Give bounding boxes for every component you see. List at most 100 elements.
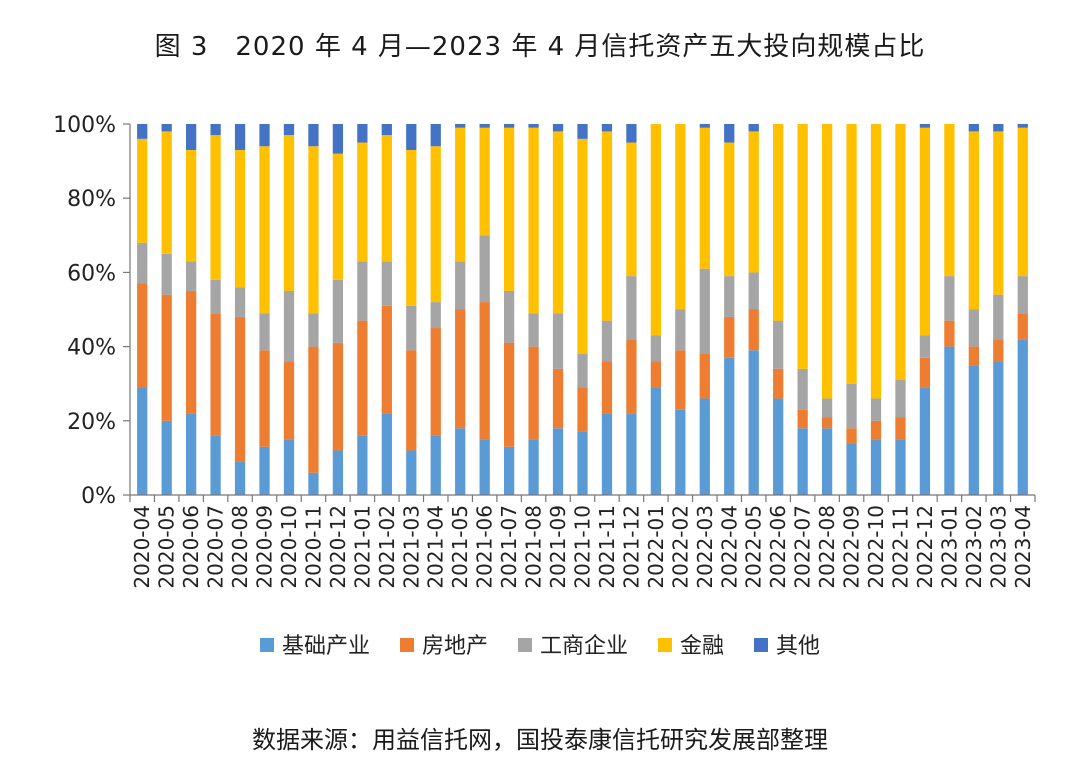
- x-tick-label: 2020-07: [204, 505, 228, 589]
- bar-segment-2021-02-s0: [381, 413, 392, 495]
- bar-segment-2020-08-s2: [234, 287, 246, 317]
- bar-segment-2020-06-s3: [186, 149, 197, 262]
- bar-segment-2020-11-s2: [308, 313, 319, 347]
- bar-segment-2021-11-s2: [601, 320, 613, 362]
- bar-segment-2022-08-s0: [821, 428, 833, 495]
- bar-segment-2020-06-s4: [186, 124, 197, 150]
- bar-segment-2021-02-s3: [381, 135, 392, 262]
- x-tick-label: 2022-09: [840, 505, 864, 589]
- x-tick-label: 2020-11: [301, 505, 325, 589]
- bar-segment-2021-06-s3: [479, 127, 490, 236]
- bar-segment-2022-11-s3: [895, 124, 906, 380]
- x-tick-label: 2021-09: [546, 505, 570, 589]
- bar-segment-2021-10-s3: [577, 138, 588, 355]
- bar-segment-2022-05-s0: [748, 350, 759, 495]
- bar-segment-2020-10-s2: [283, 290, 295, 362]
- bar-segment-2020-08-s3: [234, 149, 246, 288]
- bar-segment-2021-03-s3: [406, 149, 417, 306]
- legend-swatch-1: [400, 638, 414, 652]
- bar-segment-2022-12-s3: [919, 127, 931, 336]
- bar-segment-2022-03-s4: [699, 124, 710, 128]
- bar-segment-2021-05-s1: [455, 309, 466, 429]
- bar-segment-2022-11-s0: [895, 439, 906, 495]
- bar-segment-2022-11-s1: [895, 417, 906, 440]
- bar-segment-2020-04-s2: [137, 242, 148, 284]
- bar-segment-2020-07-s1: [210, 313, 221, 436]
- bar-segment-2022-01-s0: [650, 387, 662, 495]
- bar-segment-2023-01-s1: [944, 320, 955, 347]
- bar-segment-2021-06-s0: [479, 439, 490, 495]
- bars-layer: [137, 124, 1028, 495]
- stacked-bar-chart: 0% 20% 40% 60% 80% 100% 2020-04 2020-05 2020-06…: [53, 113, 1036, 659]
- x-tick-label: 2021-12: [619, 505, 643, 589]
- bar-segment-2020-04-s3: [137, 138, 148, 243]
- bar-segment-2020-08-s1: [234, 316, 246, 462]
- x-tick-label: 2021-07: [497, 505, 521, 589]
- bar-segment-2021-05-s2: [455, 261, 466, 310]
- bar-segment-2022-09-s3: [846, 124, 857, 384]
- bar-segment-2021-05-s4: [455, 124, 466, 128]
- bar-segment-2022-05-s4: [748, 124, 759, 132]
- bar-segment-2023-04-s0: [1017, 339, 1028, 495]
- bar-segment-2021-12-s0: [626, 413, 637, 495]
- bar-segment-2022-04-s0: [724, 357, 735, 495]
- bar-segment-2021-07-s2: [503, 290, 515, 343]
- bar-segment-2022-08-s3: [821, 124, 833, 399]
- x-tick-label: 2022-03: [693, 505, 717, 589]
- bar-segment-2021-03-s2: [406, 305, 417, 351]
- x-tick-label: 2022-06: [766, 505, 790, 589]
- x-tick-label: 2021-10: [571, 505, 595, 589]
- legend-swatch-2: [518, 638, 532, 652]
- bar-segment-2021-12-s4: [626, 124, 637, 143]
- x-tick-label: 2021-02: [375, 505, 399, 589]
- bar-segment-2022-12-s2: [919, 335, 931, 358]
- bar-segment-2020-04-s4: [137, 124, 148, 139]
- x-tick-label: 2020-12: [326, 505, 350, 589]
- x-tick-label: 2023-02: [962, 505, 986, 589]
- x-tick-label: 2021-11: [595, 505, 619, 589]
- bar-segment-2020-06-s0: [186, 413, 197, 495]
- bar-segment-2021-08-s1: [528, 346, 539, 440]
- bar-segment-2021-02-s2: [381, 261, 392, 306]
- bar-segment-2022-01-s3: [650, 124, 662, 336]
- bar-segment-2021-07-s3: [503, 127, 515, 291]
- bar-segment-2021-01-s2: [357, 261, 368, 321]
- bar-segment-2022-03-s2: [699, 268, 710, 355]
- bar-segment-2023-03-s1: [993, 339, 1004, 362]
- legend-swatch-4: [754, 638, 768, 652]
- x-tick-label: 2022-07: [791, 505, 815, 589]
- y-tick-label: 80%: [67, 187, 116, 212]
- bar-segment-2022-10-s3: [870, 124, 882, 399]
- bar-segment-2022-06-s0: [773, 398, 784, 495]
- y-tick-label: 20%: [67, 410, 116, 435]
- bar-segment-2021-01-s3: [357, 142, 368, 262]
- bar-segment-2022-01-s1: [650, 361, 662, 388]
- bar-segment-2021-09-s4: [552, 124, 564, 132]
- bar-segment-2022-08-s1: [821, 417, 833, 429]
- bar-segment-2022-06-s3: [773, 124, 784, 321]
- bar-segment-2023-02-s4: [968, 124, 979, 132]
- bar-segment-2021-08-s4: [528, 124, 539, 128]
- bar-segment-2021-03-s4: [406, 124, 417, 150]
- legend-label-3: 金融: [680, 634, 724, 659]
- bar-segment-2023-03-s4: [993, 124, 1004, 132]
- bar-segment-2020-06-s1: [186, 290, 197, 414]
- bar-segment-2020-09-s3: [259, 146, 270, 314]
- bar-segment-2022-04-s1: [724, 316, 735, 358]
- x-tick-label: 2022-04: [717, 505, 741, 589]
- x-tick-label: 2021-01: [350, 505, 374, 589]
- bar-segment-2022-08-s2: [821, 398, 833, 418]
- x-tick-label: 2022-05: [742, 505, 766, 589]
- bar-segment-2020-10-s3: [283, 135, 295, 291]
- bar-segment-2023-01-s0: [944, 346, 955, 495]
- bar-segment-2022-02-s3: [675, 124, 686, 310]
- bar-segment-2021-09-s0: [552, 428, 564, 495]
- bar-segment-2023-03-s3: [993, 131, 1004, 295]
- chart-title: 图 3 2020 年 4 月—2023 年 4 月信托资产五大投向规模占比: [154, 32, 926, 62]
- bar-segment-2020-05-s0: [161, 420, 172, 495]
- bar-segment-2022-10-s1: [870, 420, 882, 440]
- legend-label-0: 基础产业: [282, 634, 370, 659]
- x-tick-label: 2022-01: [644, 505, 668, 589]
- bar-segment-2021-10-s4: [577, 124, 588, 139]
- bar-segment-2022-10-s2: [870, 398, 882, 421]
